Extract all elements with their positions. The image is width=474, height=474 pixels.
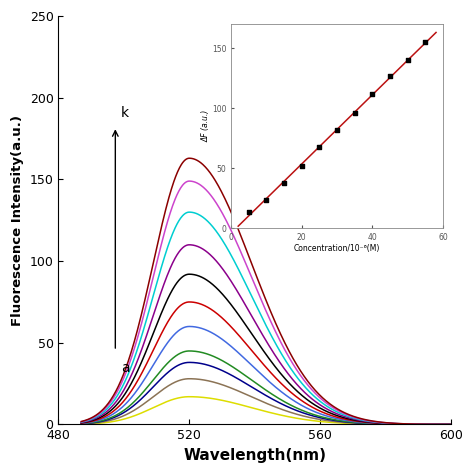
Y-axis label: Fluorescence Intensity(a.u.): Fluorescence Intensity(a.u.)	[11, 115, 24, 326]
Text: k: k	[121, 106, 129, 120]
Text: a: a	[121, 361, 130, 375]
X-axis label: Wavelength(nm): Wavelength(nm)	[183, 448, 326, 463]
